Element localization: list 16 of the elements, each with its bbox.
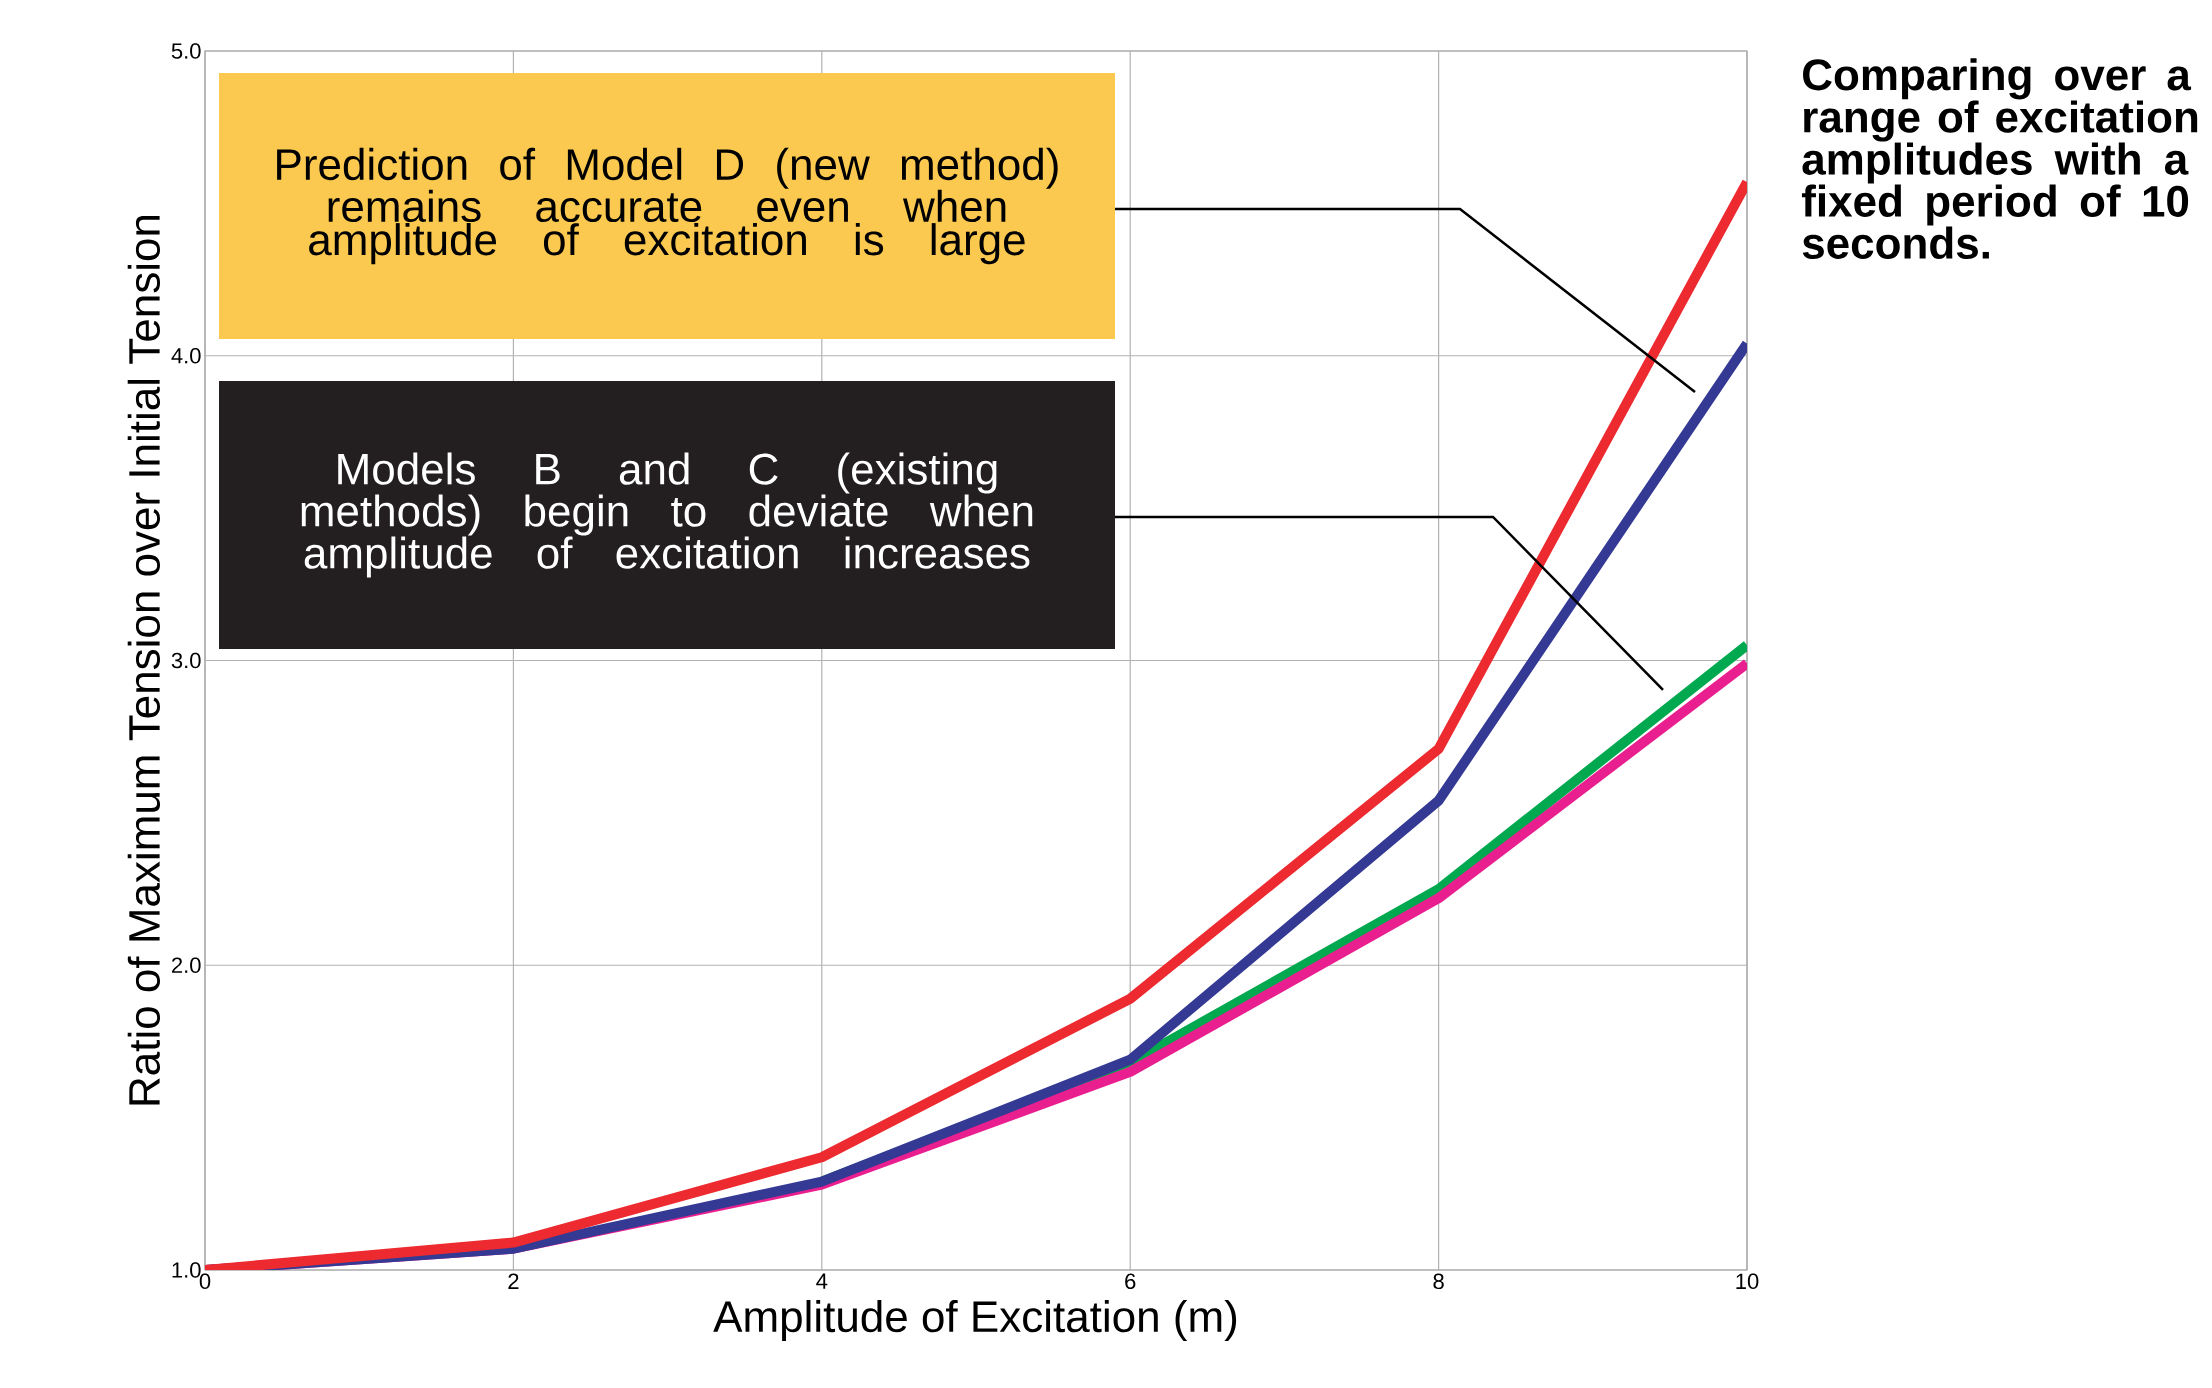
x-tick-label: 4: [816, 1273, 828, 1289]
annotation: Models B and C (existing methods) begin to deviate when amplitude of excitation increases: [301, 452, 1033, 578]
y-tick-label: 4.0: [171, 347, 201, 364]
x-tick-label: 8: [1433, 1273, 1444, 1290]
y-tick-label: 5.0: [171, 43, 201, 59]
x-tick-label: 6: [1125, 1273, 1136, 1290]
y-tick-label: 3.0: [171, 652, 201, 669]
x-axis-title: Amplitude of Excitation (m): [713, 1299, 1237, 1341]
y-axis-title: Ratio of Maximum Tension over Initial Tension: [127, 215, 161, 1105]
x-tick-label: 2: [508, 1273, 519, 1289]
text: Comparing over a range of excitation amplitudes with a fixed period of 10 seconds.: [1801, 58, 2198, 259]
x-tick-label: 0: [199, 1273, 211, 1290]
y-tick-label: 2.0: [172, 957, 201, 974]
y-tick-label: 1.0: [172, 1262, 201, 1278]
annotation: Prediction of Model D (new method) remains accurate even when amplitude of excitation is large: [277, 147, 1058, 265]
x-tick-label: 10: [1736, 1273, 1759, 1290]
